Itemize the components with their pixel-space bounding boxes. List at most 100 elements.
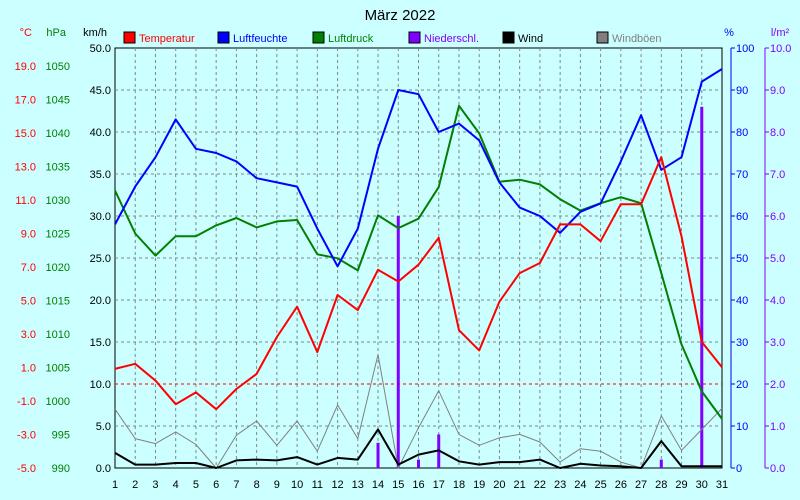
tick-label-temperature: 9.0 — [21, 229, 36, 241]
tick-label-wind: 5.0 — [96, 421, 111, 433]
right-axes: %1009080706050403020100l/m²10.09.08.07.0… — [724, 27, 791, 475]
x-tick-label: 1 — [112, 479, 118, 491]
legend-label: Luftfeuchte — [233, 33, 287, 45]
precipitation-bar — [417, 459, 420, 468]
chart-title: März 2022 — [365, 7, 436, 24]
left-axes: °C 19.0 17.0 15.0 13.0 11.0 9.0 7.0 5.0 3.0 1.0 -1.… — [15, 27, 111, 475]
tick-label-precipitation: 7.0 — [770, 169, 785, 181]
tick-label-humidity: 100 — [736, 43, 754, 55]
tick-label-humidity: 70 — [736, 169, 748, 181]
tick-label-pressure: 990 — [52, 463, 70, 475]
x-tick-label: 30 — [696, 479, 708, 491]
tick-label-precipitation: 2.0 — [770, 379, 785, 391]
tick-label-temperature: 17.0 — [15, 95, 36, 107]
x-tick-label: 13 — [352, 479, 364, 491]
precipitation-bar — [376, 442, 380, 468]
tick-label-humidity: 30 — [736, 337, 748, 349]
x-tick-label: 7 — [233, 479, 239, 491]
tick-label-pressure: 1025 — [46, 229, 70, 241]
tick-label-humidity: 20 — [736, 379, 748, 391]
tick-label-humidity: 40 — [736, 295, 748, 307]
tick-label-temperature: -5.0 — [17, 463, 36, 475]
x-tick-label: 19 — [473, 479, 485, 491]
tick-label-humidity: 90 — [736, 85, 748, 97]
tick-label-precipitation: 5.0 — [770, 253, 785, 265]
tick-label-temperature: 15.0 — [15, 128, 36, 140]
tick-label-pressure: 1000 — [46, 396, 70, 408]
x-axis: 1 2 3 4 5 6 7 8 9 10 11 12 13 14 15 16 17 18 19 20 21 22 23 24 2… — [112, 479, 728, 491]
x-tick-label: 17 — [433, 479, 445, 491]
axis-unit-temperature: °C — [20, 27, 32, 39]
x-tick-label: 3 — [152, 479, 158, 491]
tick-label-wind: 35.0 — [90, 169, 111, 181]
legend-swatch — [312, 31, 325, 44]
tick-label-temperature: 3.0 — [21, 329, 36, 341]
tick-label-humidity: 50 — [736, 253, 748, 265]
x-tick-label: 18 — [453, 479, 465, 491]
tick-label-pressure: 1045 — [46, 95, 70, 107]
precipitation-bar — [659, 459, 663, 468]
tick-label-wind: 15.0 — [90, 337, 111, 349]
x-tick-label: 16 — [412, 479, 424, 491]
legend-label: Windböen — [612, 33, 662, 45]
tick-label-pressure: 1020 — [46, 262, 70, 274]
tick-label-wind: 30.0 — [90, 211, 111, 223]
tick-label-precipitation: 1.0 — [770, 421, 785, 433]
x-tick-label: 2 — [132, 479, 138, 491]
tick-label-pressure: 1035 — [46, 162, 70, 174]
tick-label-pressure: 1005 — [46, 363, 70, 375]
legend-swatch — [123, 31, 136, 44]
tick-label-wind: 50.0 — [90, 43, 111, 55]
tick-label-pressure: 1015 — [46, 296, 70, 308]
tick-label-temperature: 1.0 — [21, 363, 36, 375]
tick-label-wind: 45.0 — [90, 85, 111, 97]
legend-label: Niederschl. — [424, 33, 479, 45]
x-tick-label: 5 — [193, 479, 199, 491]
series-lines — [114, 68, 723, 469]
x-tick-label: 20 — [493, 479, 505, 491]
x-tick-label: 14 — [372, 479, 384, 491]
tick-label-wind: 40.0 — [90, 127, 111, 139]
x-tick-label: 4 — [173, 479, 179, 491]
x-tick-label: 12 — [331, 479, 343, 491]
x-tick-label: 11 — [312, 479, 323, 491]
legend: Temperatur Luftfeuchte Luftdruck Niederschl… — [123, 31, 662, 45]
x-tick-label: 10 — [291, 479, 303, 491]
x-tick-label: 15 — [392, 479, 404, 491]
precipitation-bar — [700, 106, 704, 469]
tick-label-wind: 20.0 — [90, 295, 111, 307]
x-tick-label: 24 — [574, 479, 586, 491]
tick-label-temperature: 19.0 — [15, 61, 36, 73]
tick-label-precipitation: 6.0 — [770, 211, 785, 223]
tick-label-pressure: 1010 — [46, 329, 70, 341]
x-tick-label: 29 — [675, 479, 687, 491]
tick-label-temperature: 5.0 — [21, 296, 36, 308]
legend-swatch — [408, 31, 421, 44]
tick-label-humidity: 60 — [736, 211, 748, 223]
tick-label-temperature: 11.0 — [15, 195, 36, 207]
x-tick-label: 31 — [716, 479, 728, 491]
tick-label-precipitation: 10.0 — [770, 43, 791, 55]
x-tick-label: 6 — [213, 479, 219, 491]
tick-label-precipitation: 8.0 — [770, 127, 785, 139]
x-tick-label: 26 — [615, 479, 627, 491]
x-tick-label: 8 — [254, 479, 260, 491]
legend-label: Luftdruck — [328, 33, 374, 45]
tick-label-precipitation: 0.0 — [770, 463, 785, 475]
tick-label-temperature: 13.0 — [15, 162, 36, 174]
precipitation-bar — [396, 216, 400, 468]
x-tick-label: 9 — [274, 479, 280, 491]
legend-label: Temperatur — [139, 33, 195, 45]
axis-unit-humidity: % — [724, 27, 734, 39]
tick-label-humidity: 10 — [736, 421, 748, 433]
legend-swatch — [217, 31, 230, 44]
x-tick-label: 28 — [655, 479, 667, 491]
series-line-wind — [114, 428, 722, 469]
x-tick-label: 27 — [635, 479, 647, 491]
tick-label-wind: 10.0 — [90, 379, 111, 391]
legend-swatch — [596, 31, 609, 44]
axis-unit-wind: km/h — [83, 27, 107, 39]
tick-label-temperature: -1.0 — [17, 396, 36, 408]
legend-label: Wind — [518, 33, 543, 45]
